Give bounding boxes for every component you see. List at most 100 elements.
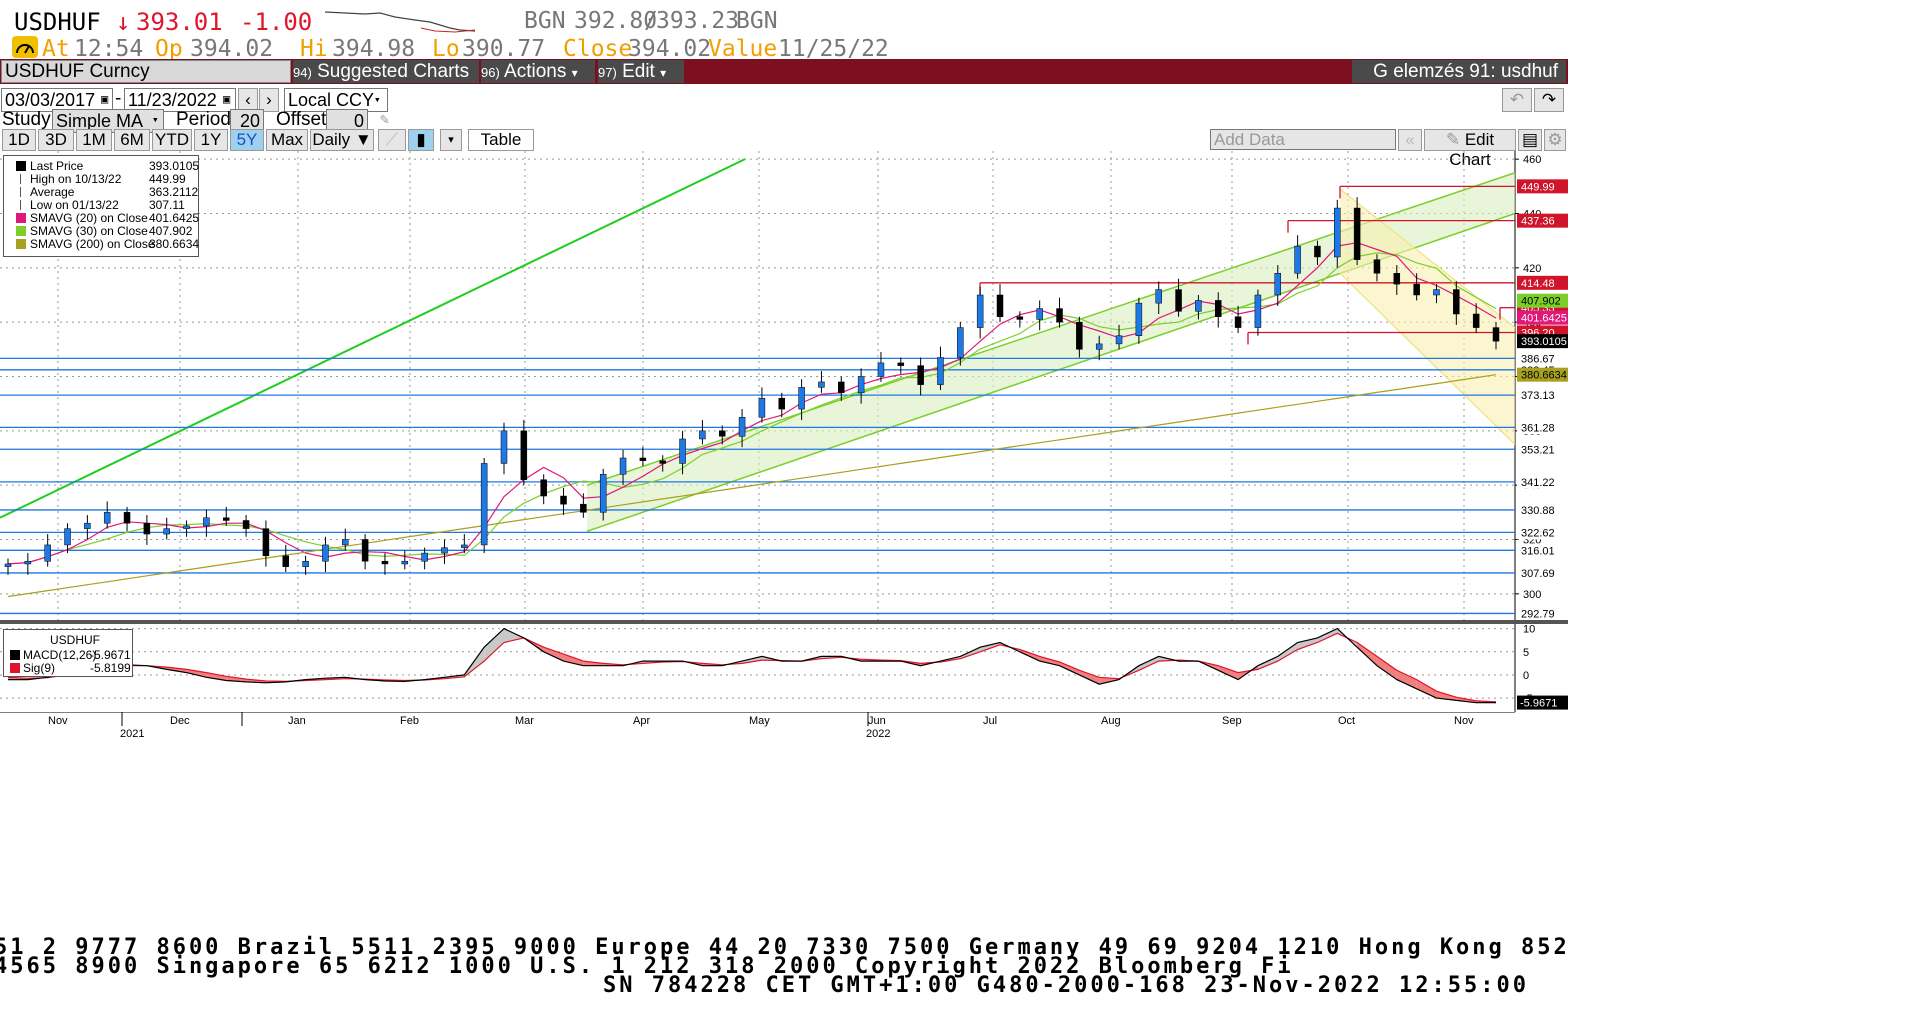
candle-body [580,503,587,513]
candle-body [342,539,349,546]
candle-body [778,397,786,410]
macd-line [8,627,1497,704]
currency-dropdown-icon[interactable]: ▾ [374,93,381,106]
end-calendar-icon[interactable]: ▣ [223,92,231,106]
candle-body [798,387,805,410]
legend-value: 407.902 [149,224,193,238]
macd-fill [1238,665,1258,680]
date-separator: - [115,88,122,109]
security-field[interactable]: USDHUF Curncy [1,60,291,83]
sparkline-icon [325,11,475,33]
chart-type-dropdown-icon[interactable]: ▾ [440,129,462,151]
macd-fill [1416,679,1437,699]
candle-chart-icon[interactable]: ▮ [408,129,434,151]
start-date-field[interactable]: 03/03/2017 [1,88,113,112]
next-period-icon[interactable]: › [259,88,279,112]
down-arrow-icon: ↓ [116,8,131,36]
actions-button[interactable]: 96) Actions ▾ [481,60,595,83]
candle-body [1353,207,1361,260]
line-chart-icon[interactable]: ⟋ [378,129,406,151]
start-calendar-icon[interactable]: ▣ [101,92,109,106]
gear-icon[interactable]: ⚙ [1544,129,1566,151]
ask-source: BGN [736,8,778,34]
candle-body [1155,289,1162,304]
pencil-icon[interactable]: ✎ [380,110,390,128]
resistance-tag-bg [1517,275,1568,290]
candle-body [183,525,190,529]
gauge-icon[interactable] [12,36,38,58]
legend-name: Average [30,185,75,199]
macd-fill [1317,628,1338,643]
range-5y-button[interactable]: 5Y [230,129,264,151]
edit-button[interactable]: 97) Edit ▾ [598,60,684,83]
chart-settings-icon[interactable]: ▤ [1518,129,1542,151]
range-3d-button[interactable]: 3D [38,129,74,151]
frequency-select[interactable]: Daily ▼ [310,129,374,151]
range-1d-button[interactable]: 1D [2,129,36,151]
candle-body [203,517,210,527]
support-tag: 361.28 [1521,422,1555,434]
candle-body [1334,207,1341,258]
study-dropdown-icon[interactable]: ▾ [152,113,159,126]
candle-body [143,522,151,535]
macd-grid [0,624,1516,712]
legend-value: 449.99 [149,172,186,186]
month-label: Jan [288,715,306,727]
macd-legend: USDHUF MACD(12,26) -5.9671 Sig(9) -5.819… [3,629,133,677]
support-tag-bg [1517,442,1568,457]
support-tag-bg [1517,474,1568,489]
candle-body [758,397,766,418]
month-label: Nov [1454,715,1474,727]
month-label: Mar [515,715,534,727]
support-tag-bg [1517,543,1568,558]
range-6m-button[interactable]: 6M [114,129,150,151]
candle-body [480,463,488,546]
support-tag: 316.01 [1521,545,1555,557]
candle-body [699,430,706,440]
signal-name: Sig(9) [23,661,56,675]
high-label: Hi [300,36,328,62]
support-tag: 307.69 [1521,568,1555,580]
high-value: 394.98 [332,36,416,62]
legend-name: SMAVG (200) on Close [30,237,155,251]
table-button[interactable]: Table [468,129,534,151]
macd-fill [186,669,207,678]
month-label: May [749,715,770,727]
month-label: Dec [170,715,190,727]
panel-divider[interactable] [0,620,1568,624]
legend-row: SMAVG (20) on Close 401.6425 [4,210,199,226]
collapse-icon[interactable]: « [1398,129,1422,151]
currency-select[interactable]: Local CCY [284,88,388,112]
sma200-tag: 380.6634 [1521,370,1567,382]
price-chart[interactable]: 300320340360380400420440460 386.67382.45… [0,151,1568,621]
sma20-tag: 401.6425 [1521,313,1567,325]
redo-icon[interactable]: ↷ [1534,88,1564,112]
range-1m-button[interactable]: 1M [76,129,112,151]
range-ytd-button[interactable]: YTD [152,129,192,151]
support-tag-bg [1517,388,1568,403]
candle-body [877,362,885,377]
edit-chart-button[interactable]: ✎ Edit Chart [1424,129,1516,169]
edit-dropdown-icon: ▾ [660,66,667,80]
candle-body [639,457,647,461]
undo-icon[interactable]: ↶ [1502,88,1532,112]
macd-fill [1297,637,1318,650]
falling-channel-fill [1340,189,1515,445]
candle-body [1115,335,1123,345]
end-date-field[interactable]: 11/23/2022 [124,88,236,112]
candle-body [1195,300,1202,312]
suggested-charts-button[interactable]: 94) Suggested Charts [293,60,479,83]
range-max-button[interactable]: Max [266,129,308,151]
macd-fill [484,628,504,662]
range-1y-button[interactable]: 1Y [194,129,228,151]
range-toolbar: 1D 3D 1M 6M YTD 1Y 5Y Max Daily ▼ ⟋ ▮ ▾ … [0,129,1568,169]
macd-name: MACD(12,26) [23,648,97,662]
month-label: Jul [983,715,997,727]
candle-body [1076,321,1083,350]
support-tag-bg [1517,502,1568,517]
actions-number: 96) [481,65,500,80]
add-data-input[interactable]: Add Data [1210,129,1396,150]
legend-swatch [16,239,26,249]
legend-swatch [16,226,26,236]
